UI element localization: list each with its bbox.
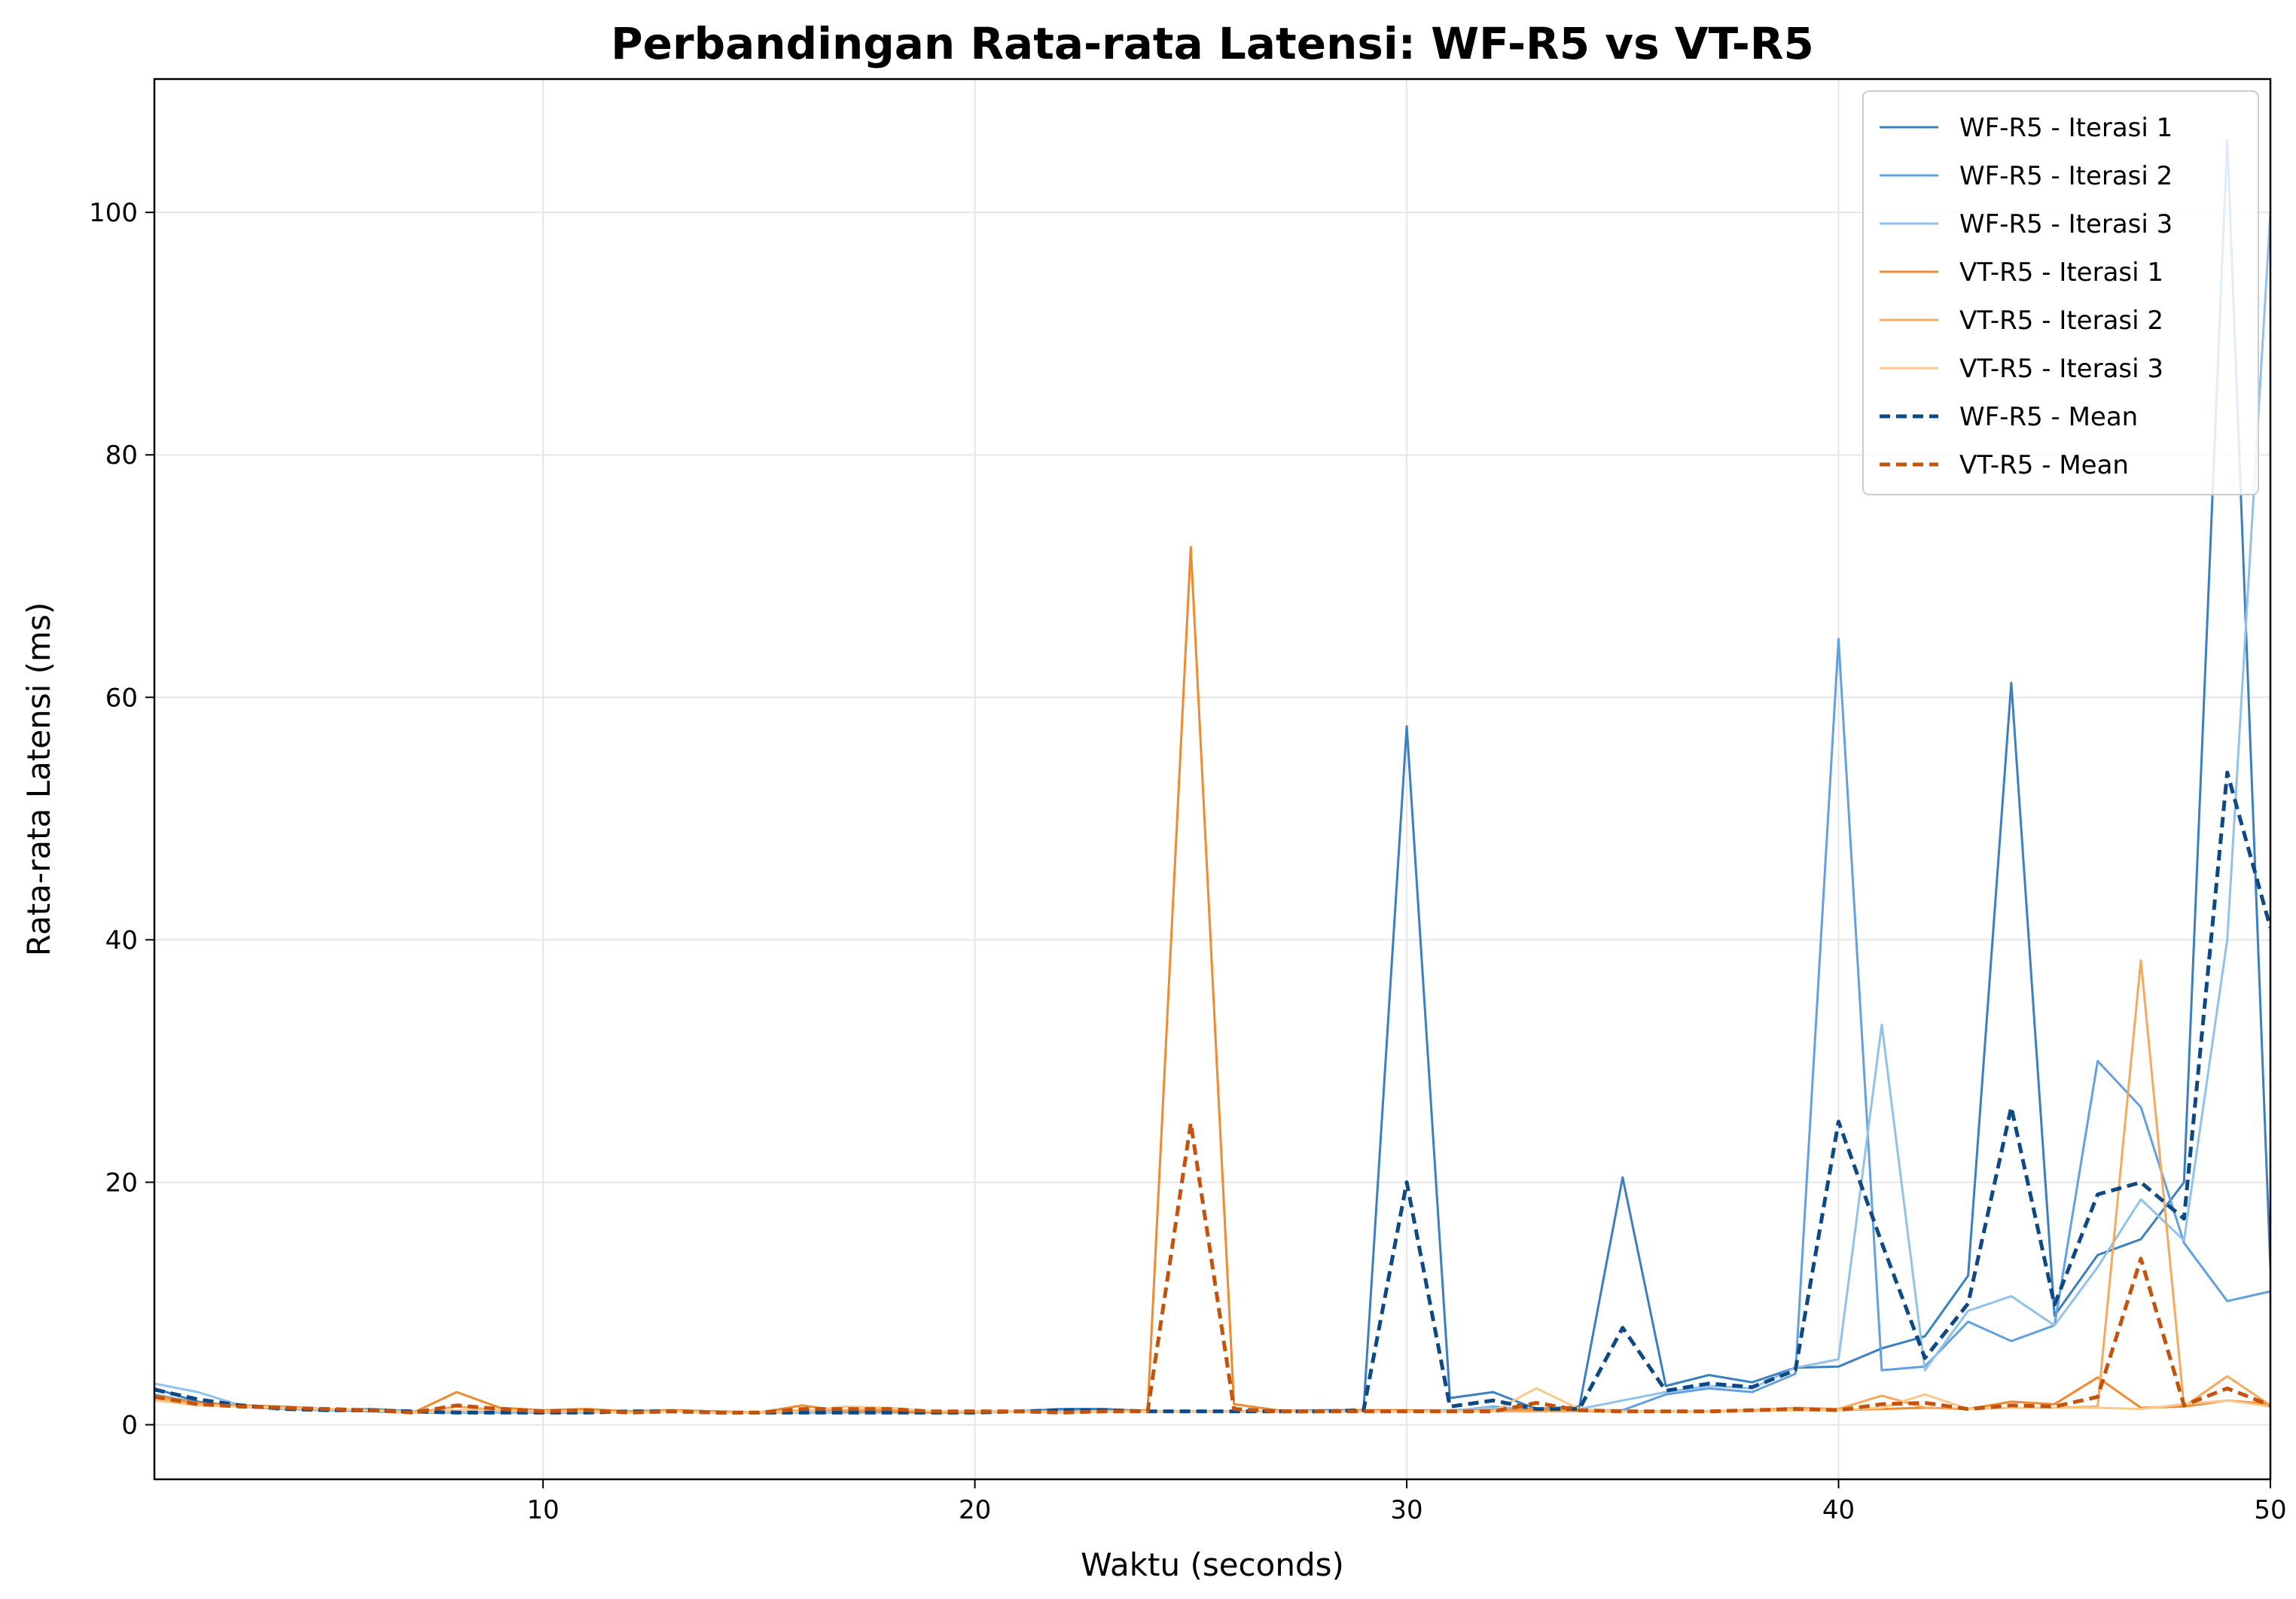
plot-frame (153, 78, 2272, 1481)
x-tick-label: 20 (959, 1495, 991, 1525)
legend-label: WF-R5 - Iterasi 2 (1959, 161, 2173, 191)
series-line-7 (154, 770, 2270, 1415)
y-tick-label: 100 (89, 198, 138, 228)
x-axis-label: Waktu (seconds) (1081, 1546, 1344, 1583)
legend-label: VT-R5 - Iterasi 3 (1959, 354, 2163, 384)
y-tick-label: 20 (105, 1168, 138, 1198)
legend-label: WF-R5 - Iterasi 1 (1959, 113, 2173, 143)
y-tick-label: 80 (105, 440, 138, 471)
series-lines (154, 139, 2270, 1415)
x-tick-label: 50 (2254, 1495, 2286, 1525)
x-tick-label: 10 (526, 1495, 559, 1525)
x-tick-label: 30 (1390, 1495, 1422, 1525)
legend-label: VT-R5 - Iterasi 1 (1959, 257, 2163, 288)
series-line-8 (154, 1121, 2270, 1415)
legend-label: WF-R5 - Mean (1959, 402, 2138, 432)
legend-label: WF-R5 - Iterasi 3 (1959, 209, 2173, 239)
legend: WF-R5 - Iterasi 1 WF-R5 - Iterasi 2 WF-R5 … (1862, 90, 2259, 495)
y-tick-label: 40 (105, 925, 138, 955)
legend-label: VT-R5 - Mean (1959, 450, 2129, 480)
chart-title: Perbandingan Rata-rata Latensi: WF-R5 vs… (611, 18, 1814, 69)
y-tick-label: 0 (121, 1411, 138, 1441)
y-axis-label: Rata-rata Latensi (ms) (20, 602, 57, 956)
axes: 10 20 30 40 50 0 20 40 60 80 100 (89, 198, 2287, 1525)
y-tick-label: 60 (105, 683, 138, 713)
x-tick-label: 40 (1822, 1495, 1855, 1525)
legend-label: VT-R5 - Iterasi 2 (1959, 306, 2163, 336)
legend-box (1862, 90, 2259, 495)
